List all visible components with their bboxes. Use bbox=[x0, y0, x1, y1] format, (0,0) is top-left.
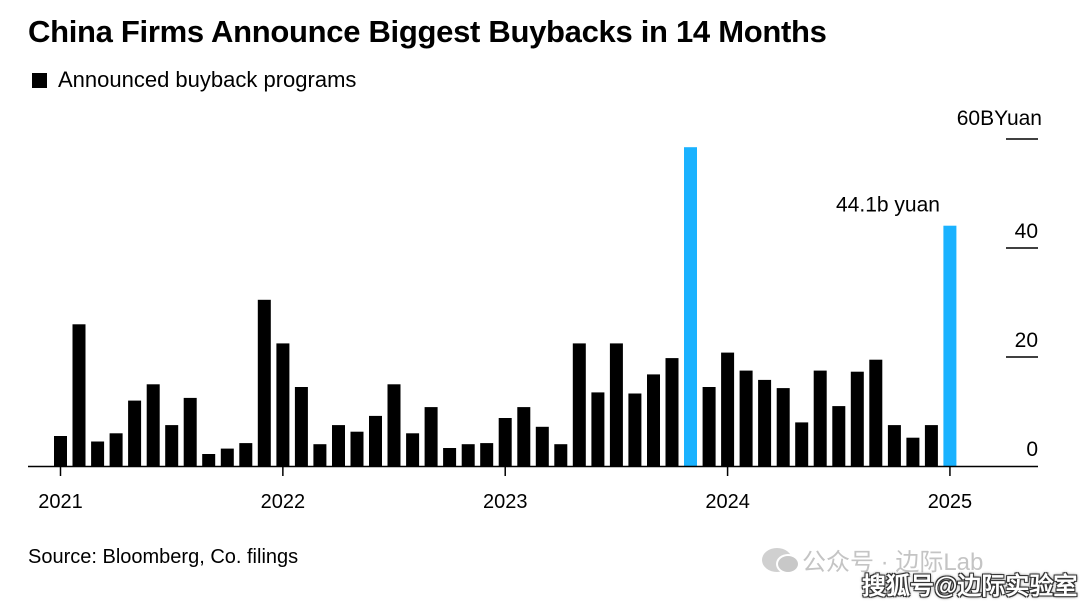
bar bbox=[628, 393, 642, 466]
bar bbox=[350, 431, 364, 466]
bar bbox=[406, 433, 420, 466]
bar bbox=[554, 444, 568, 466]
bar bbox=[795, 422, 809, 466]
chart-title: China Firms Announce Biggest Buybacks in… bbox=[28, 14, 827, 49]
bar bbox=[776, 388, 790, 466]
bar bbox=[906, 437, 920, 466]
bar bbox=[387, 384, 401, 467]
bar bbox=[517, 407, 531, 466]
y-unit-label: 60BYuan bbox=[957, 107, 1042, 130]
y-tick-label: 20 bbox=[1015, 329, 1038, 352]
legend-swatch bbox=[32, 72, 47, 88]
bar bbox=[739, 370, 753, 466]
bar bbox=[220, 448, 234, 466]
bar bbox=[498, 418, 512, 466]
bar bbox=[609, 343, 623, 466]
bar bbox=[647, 374, 660, 466]
bar bbox=[480, 443, 494, 466]
bar bbox=[332, 425, 345, 466]
bar bbox=[924, 425, 938, 466]
bar bbox=[72, 324, 86, 466]
bar bbox=[128, 400, 142, 466]
bar bbox=[887, 425, 901, 466]
bar bbox=[684, 147, 697, 466]
watermark-sohu: 搜狐号@边际实验室 bbox=[862, 573, 1078, 600]
data-annotation: 44.1b yuan bbox=[836, 194, 940, 217]
bar bbox=[832, 406, 846, 466]
x-tick-label: 2024 bbox=[705, 491, 750, 513]
x-tick-label: 2023 bbox=[483, 491, 528, 513]
bar bbox=[313, 444, 327, 466]
bar bbox=[758, 379, 772, 466]
bar bbox=[591, 392, 605, 466]
x-tick-label: 2022 bbox=[261, 491, 306, 513]
y-tick-label: 40 bbox=[1015, 220, 1038, 243]
legend: Announced buyback programs bbox=[32, 66, 356, 94]
bar bbox=[535, 426, 549, 466]
bar bbox=[850, 371, 864, 466]
bar bbox=[424, 407, 438, 466]
bar bbox=[165, 425, 179, 466]
watermark-line1: 公众号 · 边际Lab bbox=[802, 549, 984, 576]
bar bbox=[183, 397, 197, 466]
x-tick-label: 2025 bbox=[928, 491, 973, 513]
bar bbox=[257, 299, 271, 466]
bar bbox=[665, 358, 679, 466]
bar bbox=[721, 352, 735, 466]
bar bbox=[943, 225, 957, 466]
bar bbox=[369, 415, 382, 466]
bar bbox=[869, 359, 883, 466]
bar bbox=[443, 448, 457, 466]
source-note: Source: Bloomberg, Co. filings bbox=[28, 546, 299, 568]
wechat-icon bbox=[762, 547, 800, 574]
bar bbox=[91, 441, 105, 466]
bar bbox=[109, 433, 123, 466]
bar bbox=[813, 370, 827, 466]
bar bbox=[202, 454, 216, 466]
bar bbox=[54, 436, 67, 466]
x-tick-label: 2021 bbox=[38, 491, 83, 513]
bar bbox=[146, 384, 160, 467]
bar bbox=[294, 387, 308, 466]
bar bbox=[239, 443, 253, 466]
bar bbox=[276, 343, 290, 466]
y-tick-label: 0 bbox=[1026, 438, 1038, 461]
legend-label: Announced buyback programs bbox=[58, 67, 357, 92]
bar bbox=[702, 387, 716, 466]
bar bbox=[572, 343, 586, 466]
watermark-wechat: 公众号 · 边际Lab bbox=[762, 542, 983, 577]
bar bbox=[461, 444, 475, 466]
